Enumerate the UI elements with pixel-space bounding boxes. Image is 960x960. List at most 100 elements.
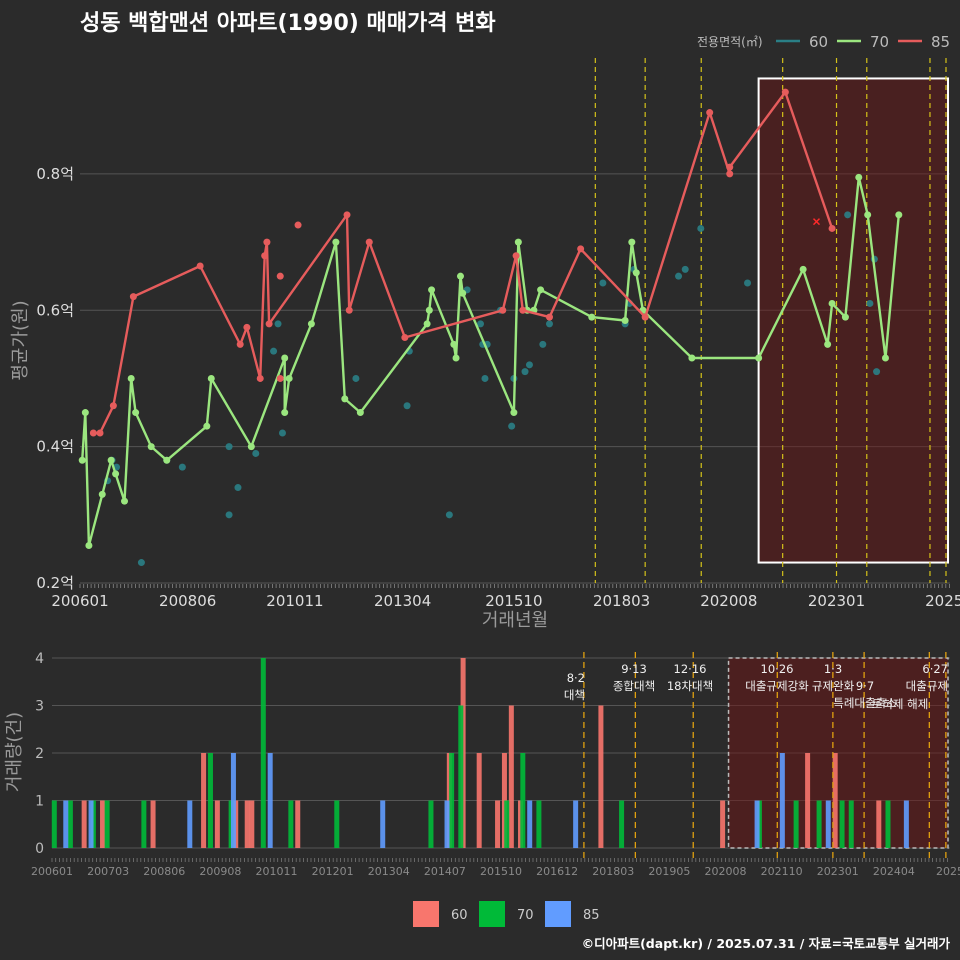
policy-name-label: 대출규제강화	[745, 679, 809, 693]
point-70	[428, 286, 436, 294]
x-tick-label: 201803	[593, 592, 650, 610]
x-tick-label: 200806	[159, 592, 216, 610]
bar-70	[449, 753, 455, 848]
policy-date-label: 6·27	[922, 662, 948, 676]
bar-60	[876, 800, 882, 848]
bar-60	[295, 800, 301, 848]
bar-legend-key-85	[545, 901, 571, 927]
point-60	[234, 484, 242, 492]
bar-70	[520, 753, 526, 848]
point-85	[276, 272, 284, 280]
legend: 전용면적(㎡) 60 70 85	[697, 33, 950, 51]
bar-legend-label-60: 60	[451, 908, 468, 923]
bar-70	[288, 800, 294, 848]
y-tick-label: 0.2억	[36, 574, 74, 592]
point-70	[425, 306, 433, 314]
bar-x-tick-label: 2025	[936, 865, 960, 878]
bar-legend-key-70	[479, 901, 505, 927]
point-70	[688, 354, 696, 362]
bar-60	[244, 800, 250, 848]
bar-60	[201, 753, 207, 848]
bar-85	[187, 800, 193, 848]
bar-60	[495, 800, 501, 848]
point-60	[137, 559, 145, 567]
x-tick-label: 200601	[51, 592, 108, 610]
point-85	[545, 313, 553, 321]
point-70	[621, 317, 629, 324]
bar-x-tick-label: 201011	[256, 865, 298, 878]
point-70	[537, 286, 545, 294]
legend-label-60: 60	[809, 33, 828, 51]
point-70	[855, 173, 863, 181]
bar-x-tick-label: 201803	[592, 865, 634, 878]
point-70	[456, 272, 464, 280]
bar-plot: 0 1 2 3 4 8·2 대책 9·13 종합대책 12·16 18차대책 10·26 대출규제강화 1…	[4, 651, 960, 878]
bar-70	[793, 800, 799, 848]
point-85	[129, 293, 137, 301]
point-60	[525, 361, 533, 369]
highlight-region	[757, 77, 950, 564]
chart-title: 성동 백합맨션 아파트(1990) 매매가격 변화	[80, 10, 496, 36]
point-70	[332, 238, 340, 246]
point-70	[452, 354, 460, 362]
bar-60	[249, 800, 255, 848]
point-85	[89, 429, 97, 437]
point-60	[477, 320, 485, 328]
legend-label-70: 70	[870, 33, 889, 51]
point-85	[236, 340, 244, 348]
point-85	[641, 313, 649, 321]
bar-legend-label-85: 85	[583, 908, 600, 923]
point-60	[252, 449, 260, 457]
bar-x-tick-label: 202008	[705, 865, 747, 878]
point-70	[127, 374, 135, 382]
bar-x-tick-label: 202404	[873, 865, 915, 878]
point-60	[178, 463, 186, 471]
point-85	[276, 374, 284, 382]
bar-x-tick-label: 200908	[199, 865, 241, 878]
bar-60	[214, 800, 220, 848]
bar-60	[508, 705, 514, 848]
bar-70	[619, 800, 625, 848]
bar-x-tick-label: 200703	[87, 865, 129, 878]
bar-85	[825, 800, 831, 848]
point-70	[81, 409, 89, 417]
point-60	[508, 422, 516, 430]
point-70	[514, 238, 522, 246]
point-60	[675, 272, 683, 280]
point-85	[196, 262, 204, 270]
point-85	[109, 402, 117, 410]
point-70	[107, 456, 115, 464]
point-85	[365, 238, 373, 246]
policy-date-label: 9·7	[856, 679, 874, 693]
bar-y-tick-label: 1	[35, 794, 44, 810]
legend-label-85: 85	[931, 33, 950, 51]
point-70	[356, 409, 364, 417]
main-plot: 0.2억 0.4억 0.6억 0.8억 200601 200806 201011 201304…	[10, 58, 960, 631]
point-85	[726, 170, 734, 178]
bar-x-tick-label: 201510	[480, 865, 522, 878]
point-60	[270, 347, 278, 355]
bar-85	[63, 800, 69, 848]
point-70	[864, 211, 872, 219]
point-85	[243, 323, 251, 331]
point-70	[147, 443, 155, 451]
point-70	[755, 354, 763, 362]
point-85	[512, 252, 520, 260]
point-85	[828, 224, 836, 232]
point-70	[824, 340, 832, 348]
point-60	[225, 443, 233, 451]
point-85	[345, 306, 353, 314]
bar-legend-key-60	[413, 901, 439, 927]
cross-marker	[812, 218, 821, 226]
point-60	[545, 320, 553, 328]
point-85	[96, 429, 104, 437]
bar-70	[141, 800, 147, 848]
x-tick-label: 201011	[266, 592, 323, 610]
x-tick-label: 202008	[700, 592, 757, 610]
y-axis-label: 평균가(원)	[10, 300, 31, 380]
legend-title: 전용면적(㎡)	[697, 35, 763, 49]
bar-60	[832, 753, 838, 848]
x-tick-label: 202301	[808, 592, 865, 610]
point-70	[203, 422, 211, 430]
policy-name-label: 토허제 해제	[872, 697, 929, 711]
